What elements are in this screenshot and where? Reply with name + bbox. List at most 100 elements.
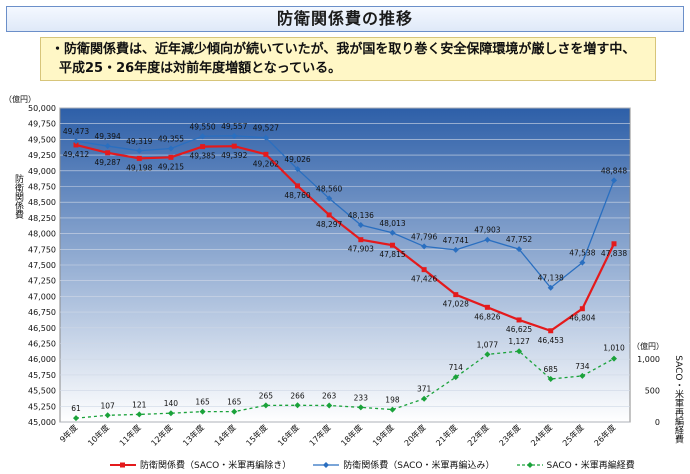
data-point <box>516 317 522 323</box>
data-label: 47,752 <box>506 235 532 244</box>
data-point <box>105 150 111 156</box>
x-tick-label: 12年度 <box>149 422 175 448</box>
data-label: 198 <box>385 396 400 405</box>
data-point <box>136 411 143 418</box>
data-label: 47,538 <box>569 249 595 258</box>
x-tick-label: 17年度 <box>307 422 333 448</box>
data-point <box>136 147 143 154</box>
data-point <box>357 404 364 411</box>
legend-item: 防衛関係費（SACO・米軍再編込み） <box>313 458 495 471</box>
data-point <box>452 374 459 381</box>
legend: 防衛関係費（SACO・米軍再編除き） 防衛関係費（SACO・米軍再編込み） SACO… <box>110 458 635 471</box>
summary-note-line-1: ・防衛関係費は、近年減少傾向が続いていたが、我が国を取り巻く安全保障環境が厳しさ… <box>51 42 636 57</box>
data-label: 49,473 <box>63 127 89 136</box>
data-point <box>231 143 237 149</box>
data-point <box>294 402 301 409</box>
data-point <box>516 246 523 253</box>
data-label: 233 <box>354 393 369 402</box>
data-point <box>262 134 269 141</box>
data-label: 47,903 <box>348 245 374 254</box>
y-tick-label: 46,250 <box>28 340 56 349</box>
data-label: 61 <box>71 404 81 413</box>
summary-note: ・防衛関係費は、近年減少傾向が続いていたが、我が国を取り巻く安全保障環境が厳しさ… <box>40 37 656 81</box>
data-point <box>263 151 269 157</box>
data-label: 49,287 <box>95 158 121 167</box>
y-tick-label: 45,500 <box>28 387 56 396</box>
x-tick-label: 16年度 <box>275 422 301 448</box>
data-point <box>547 284 554 291</box>
data-label: 121 <box>132 400 147 409</box>
y-tick-label: 48,000 <box>28 230 56 239</box>
data-point <box>421 267 427 273</box>
y-tick-label: 47,250 <box>28 277 56 286</box>
y-tick-label: 49,250 <box>28 151 56 160</box>
x-tick-label: 15年度 <box>244 422 270 448</box>
data-point <box>294 166 301 173</box>
data-label: 734 <box>575 362 590 371</box>
data-label: 47,028 <box>443 300 469 309</box>
data-label: 47,903 <box>474 226 500 235</box>
x-tick-label: 20年度 <box>402 422 428 448</box>
data-label: 47,138 <box>538 274 564 283</box>
data-point <box>548 328 554 334</box>
data-label: 371 <box>417 385 432 394</box>
y-tick-label: 49,750 <box>28 120 56 129</box>
data-point <box>358 237 364 243</box>
data-point <box>168 154 174 160</box>
y-tick-label: 46,000 <box>28 355 56 364</box>
data-point <box>357 222 364 229</box>
y-tick-label: 46,500 <box>28 324 56 333</box>
y-tick-label: 49,000 <box>28 167 56 176</box>
data-label: 46,453 <box>538 336 564 345</box>
x-tick-label: 13年度 <box>180 422 206 448</box>
x-tick-label: 24年度 <box>529 422 555 448</box>
data-label: 49,215 <box>158 162 184 171</box>
y-tick-label: 45,000 <box>28 418 56 427</box>
summary-note-line-2: 平成25・26年度は対前年度増額となっている。 <box>59 61 342 76</box>
y-tick-label: 47,000 <box>28 292 56 301</box>
data-label: 49,026 <box>284 155 310 164</box>
data-point <box>484 351 491 358</box>
data-label: 266 <box>290 391 305 400</box>
data-label: 49,385 <box>189 152 215 161</box>
data-point <box>136 155 142 161</box>
data-point <box>104 412 111 419</box>
series-line <box>75 135 615 289</box>
data-label: 714 <box>449 363 464 372</box>
data-point <box>73 138 79 145</box>
data-point <box>73 415 79 422</box>
data-label: 46,625 <box>506 325 532 334</box>
data-label: 1,127 <box>508 337 530 346</box>
y-tick-label: 46,750 <box>28 308 56 317</box>
y-tick-label: 48,500 <box>28 198 56 207</box>
data-point <box>73 142 79 148</box>
data-point <box>167 410 174 417</box>
legend-item: SACO・米軍再編経費 <box>516 458 635 471</box>
x-tick-label: 26年度 <box>592 422 618 448</box>
data-point <box>326 402 333 409</box>
data-label: 49,527 <box>253 124 279 133</box>
data-label: 47,815 <box>379 250 405 259</box>
data-label: 1,010 <box>603 344 625 353</box>
y-tick-label: 48,250 <box>28 214 56 223</box>
data-point <box>611 177 617 184</box>
data-label: 48,848 <box>601 166 627 175</box>
data-point <box>167 145 174 152</box>
data-point <box>579 259 586 266</box>
data-label: 685 <box>544 365 559 374</box>
data-label: 48,136 <box>348 211 374 220</box>
data-point <box>199 133 206 140</box>
data-point <box>389 229 396 236</box>
data-point <box>547 375 554 382</box>
data-label: 107 <box>100 401 115 410</box>
data-point <box>231 132 238 139</box>
x-tick-label: 14年度 <box>212 422 238 448</box>
right-tick-label: 0 <box>655 418 660 427</box>
data-label: 48,013 <box>379 219 405 228</box>
legend-swatch <box>313 461 340 468</box>
data-label: 1,077 <box>477 340 499 349</box>
right-tick-label: 500 <box>645 387 660 396</box>
legend-swatch <box>516 461 543 468</box>
legend-label: 防衛関係費（SACO・米軍再編込み） <box>343 461 495 471</box>
data-label: 48,297 <box>316 220 342 229</box>
